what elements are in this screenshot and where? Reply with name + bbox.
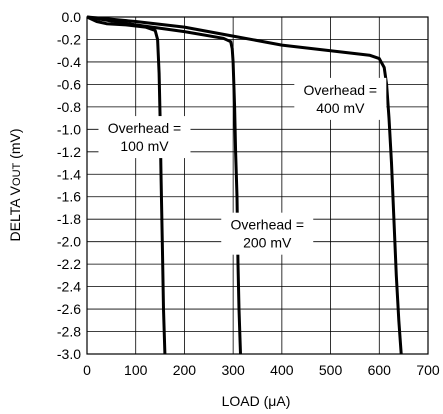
y-tick-label: 0.0: [62, 9, 82, 25]
series-layer: [86, 15, 403, 355]
annotation-background: [98, 116, 191, 159]
annotations-layer: Overhead = 100 mV Overhead = 200 mV Overhead…: [98, 77, 387, 255]
series-line-1: [86, 15, 167, 355]
x-tick-label: 500: [319, 362, 343, 378]
annotation-label-3: Overhead =: [304, 82, 378, 98]
x-axis-title: LOAD (μA): [222, 393, 291, 409]
series-line-2: [86, 15, 242, 355]
x-tick-label: 200: [173, 362, 197, 378]
y-axis-title-sub: OUT: [11, 162, 23, 186]
x-tick-label: 700: [416, 362, 440, 378]
annotation-label-1: Overhead =: [108, 120, 182, 136]
annotation-label-2: Overhead =: [230, 217, 304, 233]
y-tick-label: -2.6: [57, 301, 81, 317]
grid-lines: [86, 16, 429, 355]
y-tick-label: -1.4: [57, 166, 81, 182]
x-tick-label: 600: [368, 362, 392, 378]
annotation-background: [294, 77, 387, 120]
y-tick-label: -2.8: [57, 324, 81, 340]
y-tick-label: -2.0: [57, 234, 81, 250]
y-tick-label: -0.8: [57, 99, 81, 115]
y-axis-ticks: 0.0 -0.2 -0.4 -0.6 -0.8 -1.0 -1.2 -1.4 -1.6 -1.8 -…: [57, 9, 81, 362]
y-tick-label: -1.0: [57, 121, 81, 137]
y-tick-label: -0.4: [57, 54, 81, 70]
annotation-label-1: 100 mV: [120, 138, 169, 154]
y-axis-title-unit: (mV): [7, 129, 23, 163]
x-tick-label: 400: [270, 362, 294, 378]
annotation-background: [221, 212, 314, 255]
x-tick-label: 0: [83, 362, 91, 378]
y-axis-title-main: DELTA V: [7, 185, 23, 241]
plot-frame: [86, 16, 429, 355]
y-tick-label: -2.2: [57, 256, 81, 272]
y-tick-label: -1.2: [57, 144, 81, 160]
x-tick-label: 100: [124, 362, 148, 378]
annotation-label-3: 400 mV: [316, 100, 365, 116]
y-axis-title: DELTA VOUT (mV): [7, 129, 23, 242]
annotation-label-2: 200 mV: [243, 235, 292, 251]
y-tick-label: -1.8: [57, 211, 81, 227]
y-tick-label: -0.2: [57, 31, 81, 47]
y-tick-label: -3.0: [57, 346, 81, 362]
x-tick-label: 300: [221, 362, 245, 378]
y-tick-label: -2.4: [57, 279, 81, 295]
x-axis-ticks: 0 100 200 300 400 500 600 700: [83, 362, 440, 378]
y-tick-label: -0.6: [57, 76, 81, 92]
series-line-3: [86, 15, 403, 355]
y-tick-label: -1.6: [57, 189, 81, 205]
